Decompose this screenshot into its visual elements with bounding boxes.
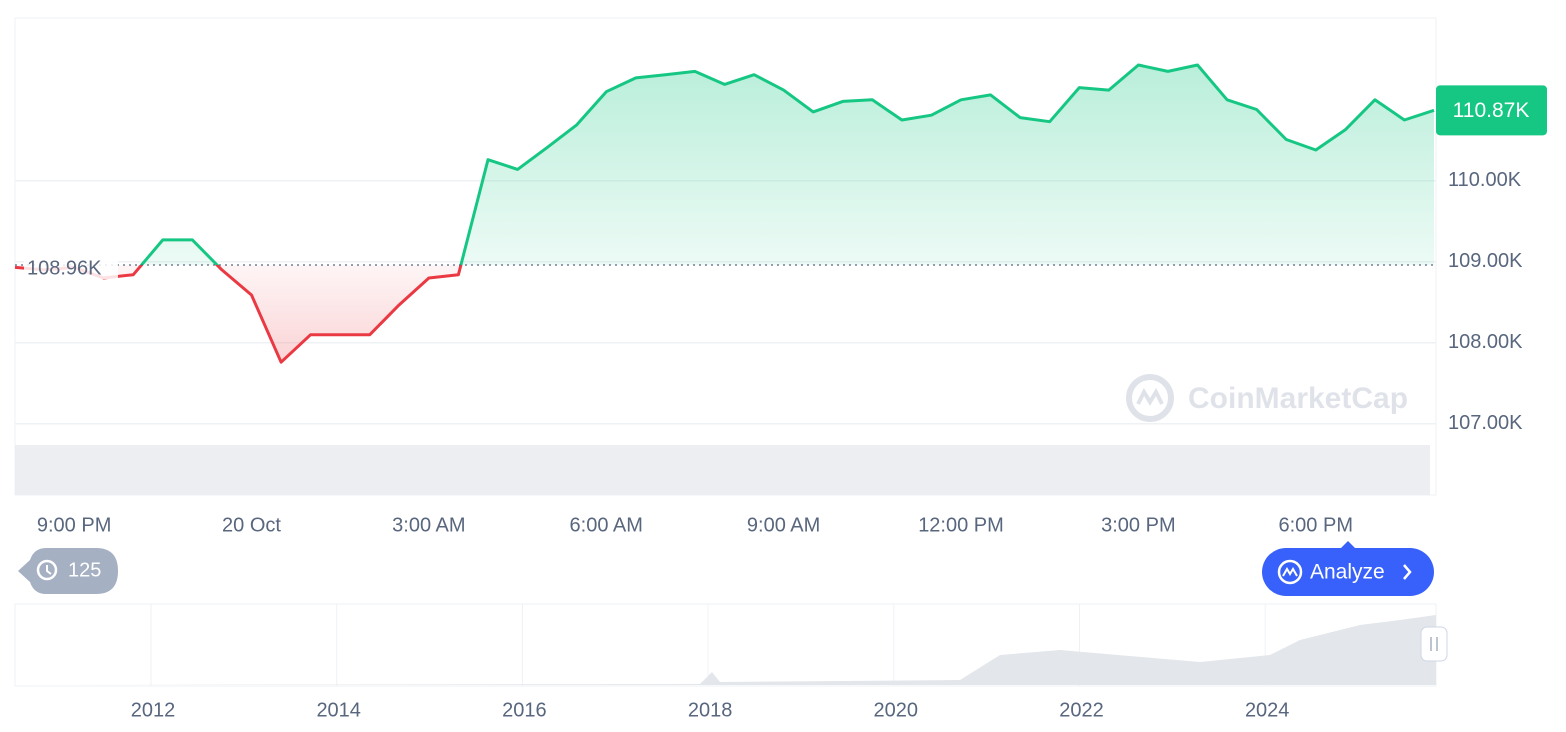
navigator-label: 2022 <box>1059 699 1104 721</box>
analyze-button[interactable]: Analyze <box>1262 541 1434 596</box>
y-tick-label: 110.00K <box>1448 169 1522 191</box>
y-tick-label: 109.00K <box>1448 250 1523 272</box>
history-count: 125 <box>68 559 101 581</box>
history-badge[interactable]: 125 <box>18 548 118 594</box>
y-tick-label: 108.00K <box>1448 331 1523 353</box>
analyze-label: Analyze <box>1310 561 1385 584</box>
last-price-badge <box>1436 85 1547 136</box>
x-tick-label: 12:00 PM <box>918 514 1004 536</box>
navigator-label: 2024 <box>1245 699 1290 721</box>
last-price-label: 110.87K <box>1453 99 1530 122</box>
navigator <box>14 603 1448 687</box>
volume-bars <box>15 445 1430 495</box>
navigator-label: 2014 <box>316 699 361 721</box>
price-area <box>15 65 1434 363</box>
navigator-label: 2018 <box>688 699 733 721</box>
navigator-label: 2020 <box>874 699 919 721</box>
x-tick-label: 3:00 AM <box>392 514 465 536</box>
x-tick-label: 9:00 AM <box>747 514 820 536</box>
x-tick-label: 3:00 PM <box>1101 514 1175 536</box>
price-line <box>14 63 1435 364</box>
navigator-label: 2012 <box>131 699 176 721</box>
reference-label-bg <box>24 251 118 280</box>
y-tick-label: 107.00K <box>1448 412 1523 434</box>
x-tick-label: 6:00 AM <box>570 514 643 536</box>
watermark-text: CoinMarketCap <box>1188 382 1408 415</box>
reference-label: 108.96K <box>27 257 102 279</box>
x-tick-label: 6:00 PM <box>1279 514 1353 536</box>
watermark: CoinMarketCap <box>1126 374 1408 422</box>
x-tick-label: 9:00 PM <box>37 514 111 536</box>
navigator-label: 2016 <box>502 699 547 721</box>
x-tick-label: 20 Oct <box>222 514 281 536</box>
